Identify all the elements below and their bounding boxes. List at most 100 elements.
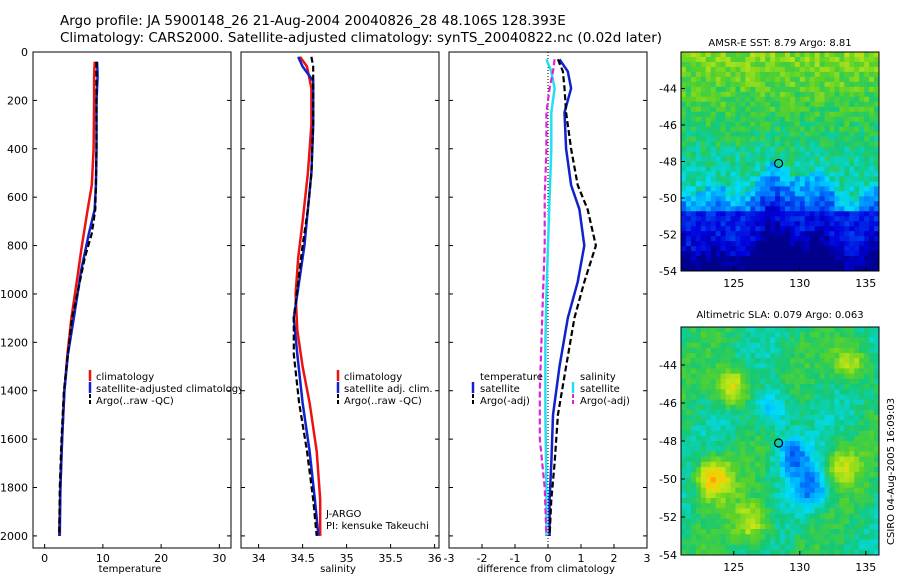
heatmap-cell	[760, 151, 766, 157]
heatmap-cell	[780, 477, 786, 483]
heatmap-cell	[681, 76, 687, 83]
legend-label-sal-satellite: satellite	[580, 384, 620, 395]
heatmap-cell	[819, 378, 825, 385]
heatmap-cell	[789, 226, 796, 232]
heatmap-cell	[829, 146, 835, 152]
heatmap-cell	[690, 186, 697, 192]
heatmap-cell	[765, 236, 771, 242]
heatmap-cell	[780, 91, 786, 98]
heatmap-cell	[784, 206, 791, 212]
heatmap-cell	[725, 358, 731, 364]
heatmap-cell	[809, 121, 816, 128]
heatmap-cell	[720, 363, 726, 369]
heatmap-cell	[681, 332, 687, 338]
heatmap-cell	[775, 492, 781, 499]
heatmap-cell	[834, 404, 840, 411]
heatmap-cell	[765, 487, 771, 494]
heatmap-cell	[804, 52, 811, 58]
heatmap-cell	[780, 241, 786, 247]
heatmap-cell	[824, 352, 830, 359]
heatmap-cell	[829, 337, 835, 343]
heatmap-cell	[681, 106, 687, 113]
heatmap-cell	[780, 409, 786, 416]
heatmap-cell	[809, 456, 816, 463]
heatmap-cell	[720, 201, 726, 207]
heatmap-cell	[784, 221, 791, 227]
heatmap-cell	[695, 161, 702, 167]
heatmap-cell	[710, 498, 717, 504]
heatmap-cell	[775, 86, 781, 93]
heatmap-cell	[730, 111, 736, 118]
heatmap-cell	[715, 61, 721, 68]
heatmap-cell	[794, 384, 801, 390]
heatmap-cell	[859, 121, 865, 128]
heatmap-cell	[794, 231, 801, 237]
heatmap-cell	[824, 394, 830, 400]
heatmap-cell	[834, 186, 840, 192]
heatmap-cell	[695, 136, 702, 142]
heatmap-cell	[784, 211, 791, 217]
heatmap-cell	[814, 126, 820, 133]
heatmap-cell	[834, 161, 840, 167]
heatmap-cell	[799, 71, 806, 78]
heatmap-cell	[849, 368, 855, 375]
heatmap-cell	[839, 71, 845, 78]
heatmap-cell	[765, 482, 771, 489]
heatmap-cell	[864, 332, 870, 338]
heatmap-cell	[784, 171, 791, 177]
heatmap-cell	[740, 141, 746, 147]
heatmap-cell	[854, 523, 860, 530]
heatmap-cell	[844, 141, 850, 147]
heatmap-cell	[755, 266, 761, 272]
heatmap-cell	[874, 451, 880, 457]
heatmap-cell	[715, 430, 721, 437]
heatmap-cell	[844, 435, 850, 442]
heatmap-cell	[854, 76, 860, 83]
heatmap-cell	[874, 347, 880, 354]
heatmap-cell	[720, 206, 726, 212]
heatmap-cell	[784, 399, 791, 406]
heatmap-cell	[730, 482, 736, 489]
heatmap-cell	[829, 523, 835, 530]
legend-label-satellite: satellite-adjusted climatology	[96, 384, 244, 395]
heatmap-cell	[809, 206, 816, 212]
heatmap-cell	[740, 404, 746, 411]
heatmap-cell	[745, 415, 751, 421]
heatmap-cell	[770, 456, 776, 463]
heatmap-cell	[819, 477, 825, 483]
heatmap-cell	[794, 430, 801, 437]
heatmap-cell	[770, 76, 776, 83]
heatmap-cell	[705, 477, 712, 483]
heatmap-cell	[844, 56, 850, 63]
heatmap-cell	[864, 96, 870, 103]
heatmap-cell	[799, 389, 806, 395]
heatmap-cell	[770, 399, 776, 406]
heatmap-cell	[685, 513, 692, 520]
heatmap-cell	[775, 441, 781, 447]
heatmap-cell	[710, 151, 717, 157]
heatmap-cell	[770, 518, 776, 525]
heatmap-cell	[849, 231, 855, 237]
heatmap-cell	[839, 156, 845, 162]
heatmap-cell	[745, 373, 751, 380]
annotation-pi: PI: kensuke Takeuchi	[326, 521, 429, 532]
heatmap-cell	[859, 384, 865, 390]
heatmap-cell	[794, 441, 801, 447]
heatmap-cell	[710, 171, 717, 177]
heatmap-cell	[829, 226, 835, 232]
heatmap-cell	[864, 415, 870, 421]
heatmap-cell	[819, 373, 825, 380]
heatmap-cell	[844, 146, 850, 152]
heatmap-cell	[869, 156, 875, 162]
heatmap-cell	[844, 206, 850, 212]
heatmap-cell	[844, 61, 850, 68]
heatmap-cell	[745, 487, 751, 494]
heatmap-cell	[814, 201, 820, 207]
heatmap-cell	[681, 206, 687, 212]
heatmap-cell	[755, 461, 761, 468]
heatmap-cell	[750, 415, 756, 421]
lon-tick-label: 125	[723, 277, 744, 290]
heatmap-cell	[854, 176, 860, 182]
heatmap-cell	[794, 529, 801, 535]
heatmap-cell	[685, 352, 692, 359]
